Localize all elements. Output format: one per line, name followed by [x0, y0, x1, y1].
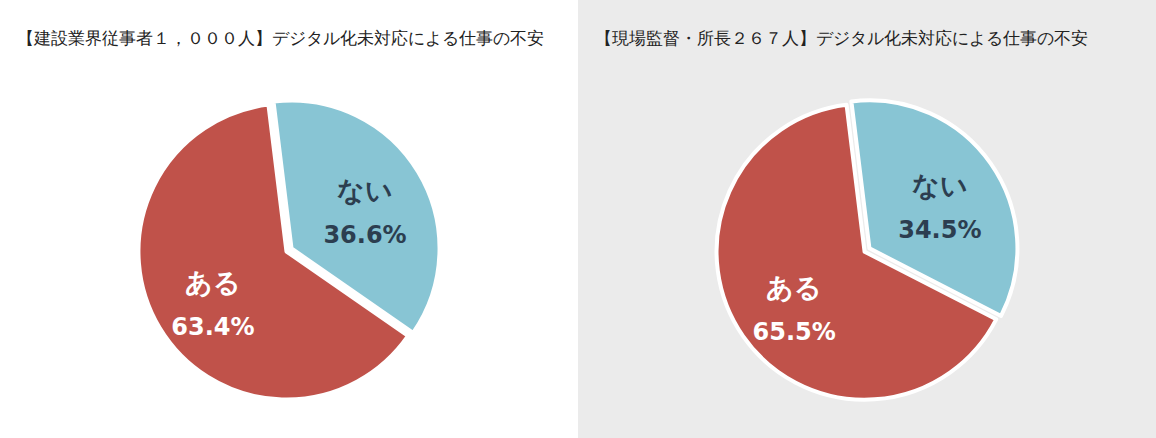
pie	[717, 100, 1018, 399]
pie	[138, 100, 439, 399]
pie-slice	[273, 100, 439, 332]
slice-label: ある	[766, 272, 822, 303]
slice-value-label: 63.4%	[171, 313, 254, 341]
pie-slice	[851, 100, 1017, 316]
chart-svg: 【建設業界従事者１，０００人】デジタル化未対応による仕事の不安ある 63.4% ない…	[0, 0, 1156, 438]
slice-label: ない	[912, 170, 968, 201]
slice-value-label: 65.5%	[753, 318, 836, 346]
panel-background	[578, 0, 1156, 438]
slice-value-label: 34.5%	[898, 216, 981, 244]
chart-title: 【建設業界従事者１，０００人】デジタル化未対応による仕事の不安	[17, 28, 544, 48]
slice-label: ある	[185, 267, 241, 298]
slice-label: ない	[337, 175, 393, 206]
data-labels: ある 65.5% ない 34.5%	[753, 170, 982, 346]
chart-title: 【現場監督・所長２６７人】デジタル化未対応による仕事の不安	[595, 28, 1088, 48]
data-labels: ある 63.4% ない 36.6%	[171, 175, 406, 341]
slice-value-label: 36.6%	[323, 221, 406, 249]
chart-root: 【建設業界従事者１，０００人】デジタル化未対応による仕事の不安ある 63.4% ない…	[0, 0, 1156, 438]
panel-background	[0, 0, 578, 438]
